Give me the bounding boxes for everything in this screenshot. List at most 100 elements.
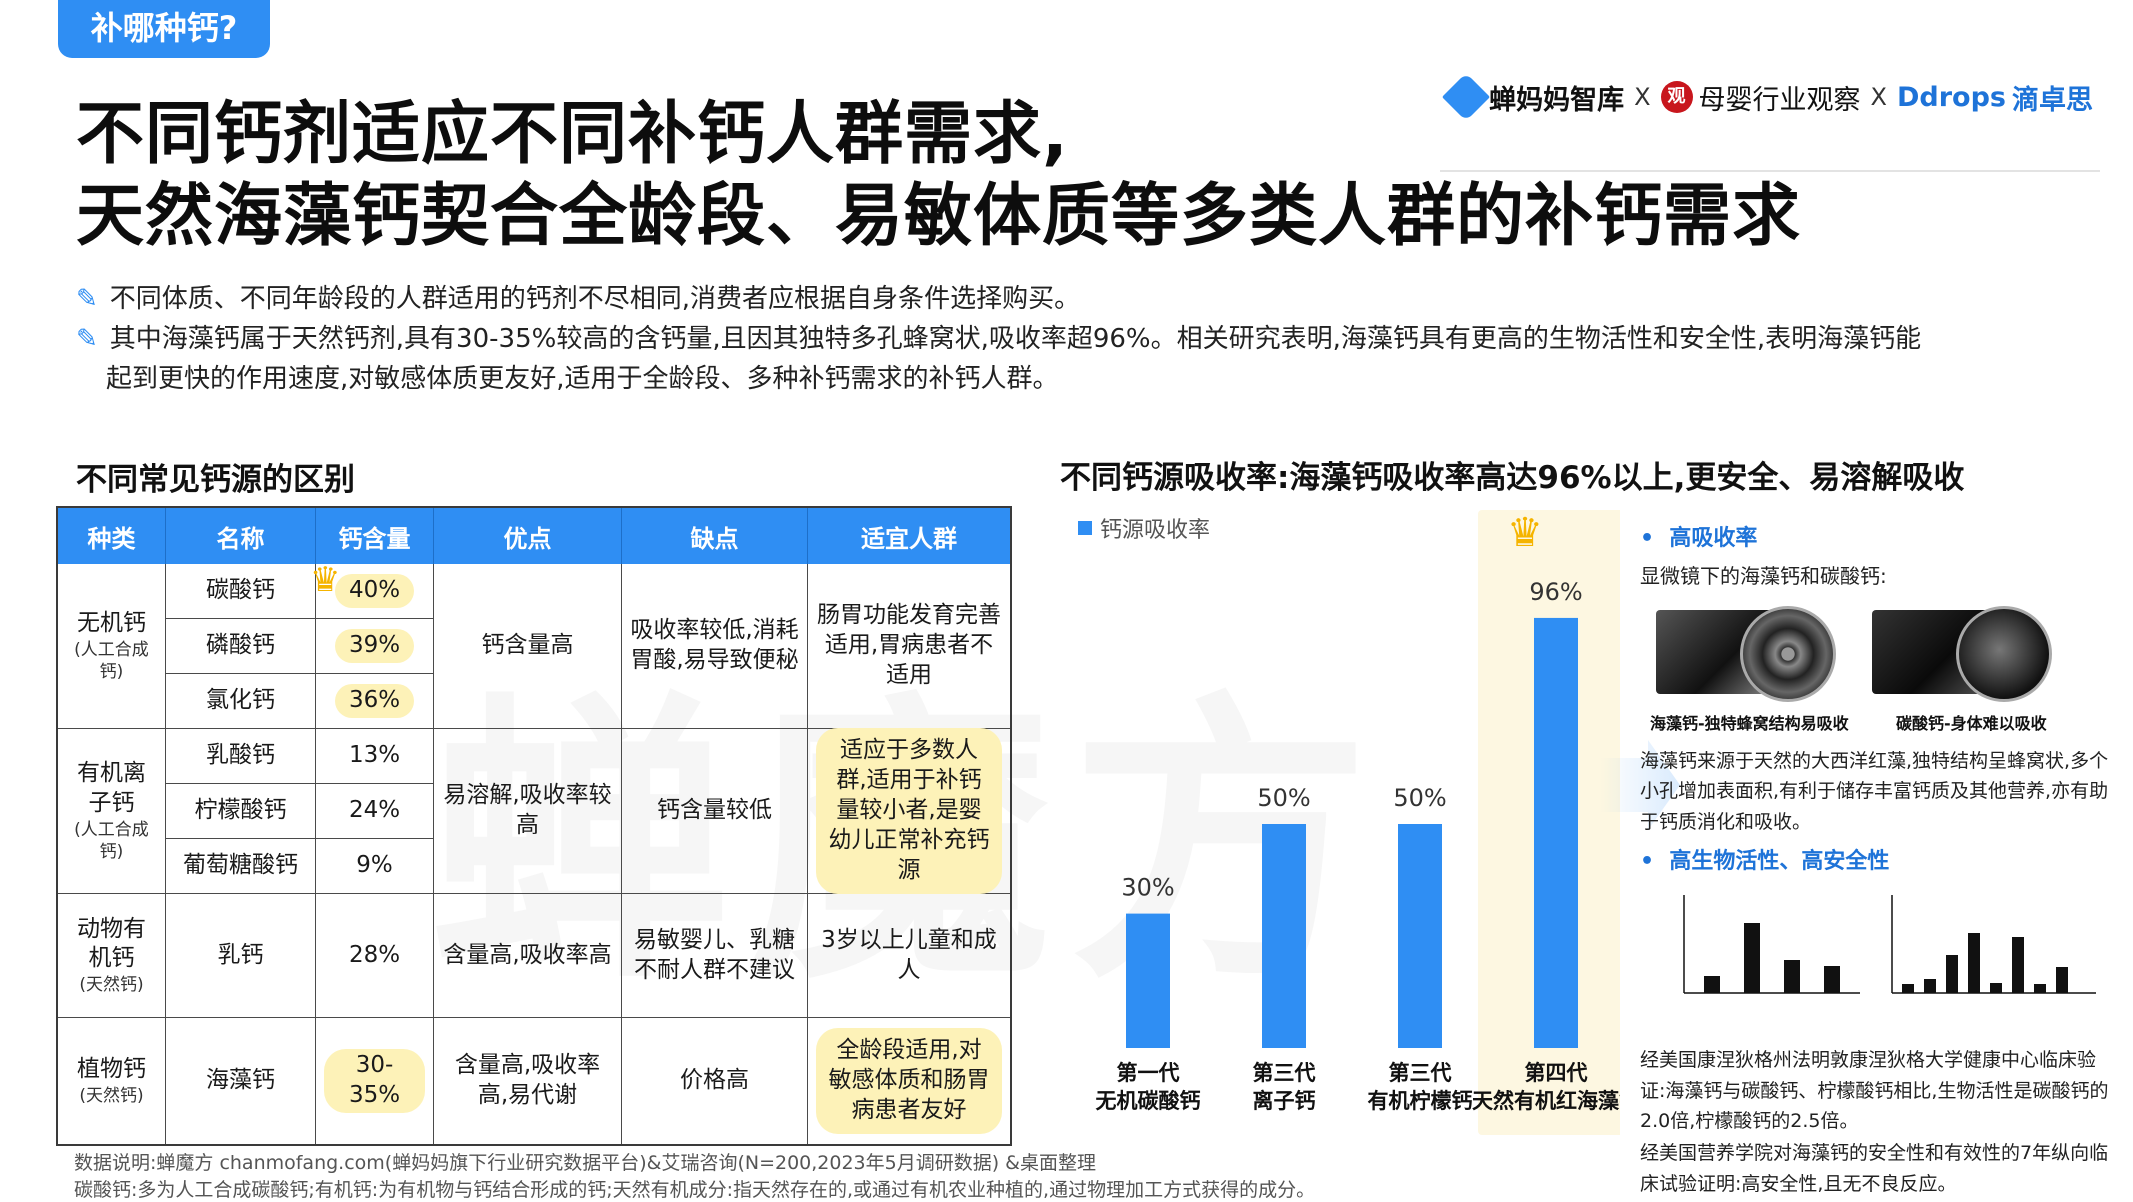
bioactivity-mini-charts <box>1683 895 2096 994</box>
type-inorganic-label: 无机钙 <box>77 609 146 636</box>
footnote-source: 数据说明:蝉魔方 chanmofang.com(蝉妈妈旗下行业研究数据平台)&艾… <box>74 1152 1097 1174</box>
bar-0 <box>1126 913 1170 1048</box>
content-value: 36% <box>334 684 415 718</box>
category-label-1-1: 离子钙 <box>1253 1089 1316 1113</box>
content-cell: 30-35% <box>316 1018 434 1144</box>
content-cell: 39% <box>316 619 434 674</box>
bioactivity-desc: 经美国康涅狄格州法明敦康涅狄格大学健康中心临床验证:海藻钙与碳酸钙、柠檬酸钙相比… <box>1640 1049 2109 1132</box>
name-cell: 海藻钙 <box>166 1018 316 1144</box>
type-organic-ion: 有机离子钙 (人工合成钙) <box>58 729 166 894</box>
pin-icon: ✎ <box>76 284 98 314</box>
page-title-line2: 天然海藻钙契合全龄段、易敏体质等多类人群的补钙需求 <box>76 177 1802 256</box>
bullet-1-text: 不同体质、不同年龄段的人群适用的钙剂不尽相同,消费者应根据自身条件选择购买。 <box>109 284 1081 314</box>
micro-title: 显微镜下的海藻钙和碳酸钙: <box>1640 564 1887 588</box>
th-pros: 优点 <box>434 508 622 564</box>
suit-highlight: 适应于多数人群,适用于补钙量较小者,是婴幼儿正常补充钙源 <box>816 728 1002 894</box>
content-value: 30-35% <box>324 1049 425 1113</box>
legend-label: 钙源吸收率 <box>1100 518 1211 543</box>
th-content: 钙含量 <box>316 508 434 564</box>
footnote-definitions: 碳酸钙:多为人工合成碳酸钙;有机钙:为有机物与钙结合形成的钙;天然有机成分:指天… <box>74 1179 1316 1201</box>
type-inorganic-sub: (人工合成钙) <box>74 639 149 682</box>
type-organic-ion-label: 有机离子钙 <box>77 760 146 816</box>
pros-cell: 易溶解,吸收率较高 <box>434 729 622 894</box>
suit-cell: 3岁以上儿童和成人 <box>808 894 1010 1018</box>
bullet-2-cont: 起到更快的作用速度,对敏感体质更友好,适用于全龄段、多种补钙需求的补钙人群。 <box>106 364 1059 394</box>
content-cell: 36% <box>316 674 434 729</box>
th-cons: 缺点 <box>622 508 808 564</box>
th-name: 名称 <box>166 508 316 564</box>
table-title: 不同常见钙源的区别 <box>76 462 355 498</box>
legend-swatch <box>1078 521 1092 535</box>
head-bioactivity-text: 高生物活性、高安全性 <box>1669 849 1890 875</box>
category-label-3-1: 天然有机红海藻钙 <box>1472 1089 1620 1113</box>
pros-cell: 钙含量高 <box>434 564 622 729</box>
logo-ddrops-en: Ddrops <box>1896 81 2006 113</box>
type-animal-sub: (天然钙) <box>79 975 144 996</box>
type-animal: 动物有机钙 (天然钙) <box>58 894 166 1018</box>
category-label-2-0: 第三代 <box>1389 1061 1452 1085</box>
type-organic-ion-sub: (人工合成钙) <box>74 819 149 862</box>
category-label-0-0: 第一代 <box>1117 1061 1180 1085</box>
type-plant-label: 植物钙 <box>77 1056 146 1082</box>
value-label-0: 30% <box>1121 874 1174 902</box>
section-tag: 补哪种钙? <box>58 0 270 58</box>
partner-logos: 蝉妈妈智库 X 观 母婴行业观察 X Ddrops 滴卓思 <box>1442 70 2093 124</box>
suit-cell: 全龄段适用,对敏感体质和肠胃病患者友好 <box>808 1018 1010 1144</box>
crown-icon-chart: ♛ <box>1507 510 1543 556</box>
suit-cell: 肠胃功能发育完善适用,胃病患者不适用 <box>808 564 1010 729</box>
category-label-3-0: 第四代 <box>1525 1061 1588 1085</box>
th-suit: 适宜人群 <box>808 508 1010 564</box>
bar-3 <box>1534 617 1578 1048</box>
safety-desc: 经美国营养学院对海藻钙的安全性和有效性的7年纵向临床试验证明:高安全性,且无不良… <box>1640 1142 2109 1195</box>
name-cell: 葡萄糖酸钙 <box>166 839 316 894</box>
name-cell: 磷酸钙 <box>166 619 316 674</box>
head-high-absorption-text: 高吸收率 <box>1669 526 1758 551</box>
suit-highlight: 全龄段适用,对敏感体质和肠胃病患者友好 <box>816 1028 1002 1134</box>
logo-muying-text: 母婴行业观察 <box>1698 84 1861 116</box>
cap-seaweed: 海藻钙-独特蜂窝结构易吸收 <box>1650 714 1849 733</box>
cons-cell: 钙含量较低 <box>622 729 808 894</box>
name-cell: 乳钙 <box>166 894 316 1018</box>
cons-cell: 易敏婴儿、乳糖不耐人群不建议 <box>622 894 808 1018</box>
head-bioactivity: • 高生物活性、高安全性 <box>1640 849 1890 875</box>
pros-cell: 含量高,吸收率高 <box>434 894 622 1018</box>
logo-ddrops: Ddrops 滴卓思 <box>1897 78 2093 117</box>
type-plant: 植物钙 (天然钙) <box>58 1018 166 1144</box>
value-label-2: 50% <box>1393 784 1446 812</box>
name-cell: 乳酸钙 <box>166 729 316 784</box>
seaweed-desc: 海藻钙来源于天然的大西洋红藻,独特结构呈蜂窝状,多个小孔增加表面积,有利于储存丰… <box>1640 750 2109 833</box>
logo-separator: X <box>1634 83 1651 111</box>
pin-icon: ✎ <box>76 324 98 354</box>
right-panel: • 高吸收率 显微镜下的海藻钙和碳酸钙: 海藻钙-独特蜂窝结构易吸收 碳酸钙-身… <box>1640 520 2110 1199</box>
name-cell: 柠檬酸钙 <box>166 784 316 839</box>
category-label-1-0: 第三代 <box>1253 1061 1316 1085</box>
page-title-line1: 不同钙剂适应不同补钙人群需求, <box>76 95 1069 174</box>
bullet-2-text: 其中海藻钙属于天然钙剂,具有30-35%较高的含钙量,且因其独特多孔蜂窝状,吸收… <box>109 324 1922 354</box>
content-cell: 24% <box>316 784 434 839</box>
name-cell: 碳酸钙 <box>166 564 316 619</box>
suit-cell: 适应于多数人群,适用于补钙量较小者,是婴幼儿正常补充钙源 <box>808 728 1010 894</box>
header-divider <box>1440 170 2100 172</box>
chart-title: 不同钙源吸收率:海藻钙吸收率高达96%以上,更安全、易溶解吸收 <box>1060 460 1965 496</box>
value-label-3: 96% <box>1529 578 1582 606</box>
bar-2 <box>1398 824 1442 1048</box>
content-value: 39% <box>334 629 415 663</box>
logo-chanmama: 蝉妈妈智库 <box>1442 72 1624 122</box>
head-high-absorption: • 高吸收率 <box>1640 526 1758 551</box>
logo-muying: 观 母婴行业观察 <box>1660 78 1861 117</box>
microscope-images: 海藻钙-独特蜂窝结构易吸收 碳酸钙-身体难以吸收 <box>1640 602 2110 733</box>
carbonate-zoom-circle <box>1956 606 2052 702</box>
type-plant-sub: (天然钙) <box>79 1085 144 1106</box>
crown-icon: ♛ <box>310 560 341 600</box>
type-animal-label: 动物有机钙 <box>77 915 146 972</box>
content-cell: 40% <box>316 564 434 619</box>
muying-logo-icon: 观 <box>1660 81 1693 113</box>
chart-legend: 钙源吸收率 <box>1078 512 1210 544</box>
content-cell: 28% <box>316 894 434 1018</box>
bar-1 <box>1262 824 1306 1048</box>
logo-separator-2: X <box>1870 83 1887 111</box>
content-cell: 13% <box>316 729 434 784</box>
name-cell: 氯化钙 <box>166 674 316 729</box>
value-label-1: 50% <box>1257 784 1310 812</box>
